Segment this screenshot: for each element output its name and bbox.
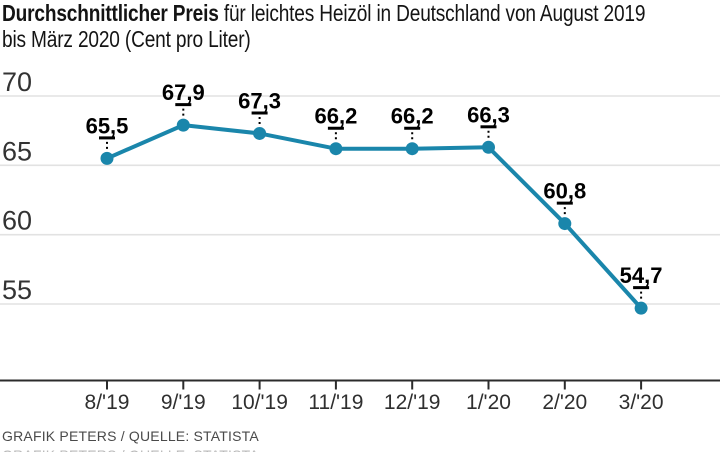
title-emphasis: Durchschnittlicher Preis xyxy=(2,0,219,26)
data-point xyxy=(634,301,648,315)
title-rest-line2: bis März 2020 (Cent pro Liter) xyxy=(2,26,251,52)
data-point xyxy=(253,126,267,140)
x-axis-label: 3/'20 xyxy=(619,391,664,414)
x-axis-label: 10/'19 xyxy=(231,391,288,414)
chart-title: Durchschnittlicher Preis für leichtes He… xyxy=(2,0,720,52)
y-axis-label: 65 xyxy=(2,136,32,166)
data-point-label: 66,3 xyxy=(467,102,510,127)
x-axis-label: 8/'19 xyxy=(85,391,130,414)
x-axis-label: 2/'20 xyxy=(542,391,587,414)
y-axis-label: 70 xyxy=(2,67,32,97)
x-axis-label: 1/'20 xyxy=(466,391,511,414)
data-point xyxy=(405,142,419,156)
data-point xyxy=(482,140,495,154)
x-axis-label: 9/'19 xyxy=(161,391,206,414)
x-axis-label: 12/'19 xyxy=(384,391,441,414)
data-point-label: 67,9 xyxy=(162,80,205,105)
data-point-label: 66,2 xyxy=(391,104,434,129)
price-line xyxy=(105,123,644,311)
data-point xyxy=(558,217,572,231)
source-credit: GRAFIK PETERS / QUELLE: STATISTA xyxy=(2,428,259,444)
data-point xyxy=(100,151,114,165)
data-point xyxy=(329,142,343,156)
data-point-label: 54,7 xyxy=(620,263,663,288)
x-axis-label: 11/'19 xyxy=(308,391,363,414)
data-point-label: 66,2 xyxy=(314,104,357,129)
data-point-label: 60,8 xyxy=(543,179,586,204)
title-rest-line1: für leichtes Heizöl in Deutschland von A… xyxy=(218,0,646,26)
data-point-label: 67,3 xyxy=(238,88,281,113)
y-axis-label: 55 xyxy=(2,275,32,305)
y-axis-label: 60 xyxy=(2,206,32,236)
data-point-label: 65,5 xyxy=(86,113,129,138)
source-credit-clipped: GRAFIK PETERS / QUELLE: STATISTA xyxy=(2,447,259,452)
data-point xyxy=(176,118,190,132)
